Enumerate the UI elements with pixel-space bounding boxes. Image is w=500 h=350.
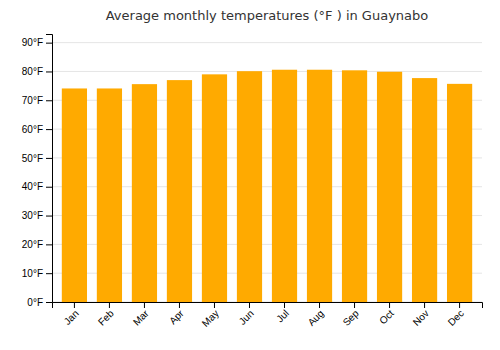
- tick-label: 80°F: [22, 66, 43, 77]
- tick-label: Sep: [341, 307, 362, 328]
- tick: 20°F: [22, 239, 52, 250]
- tick-mark: [284, 302, 285, 308]
- tick-mark: [46, 244, 52, 245]
- bars: [62, 70, 472, 302]
- bar: [132, 84, 157, 302]
- tick-mark: [46, 273, 52, 274]
- grid-line: [52, 71, 482, 72]
- tick-label: 70°F: [22, 95, 43, 106]
- tick: Jan: [62, 302, 81, 327]
- tick: 10°F: [22, 268, 52, 279]
- tick: 50°F: [22, 153, 52, 164]
- bar: [237, 71, 262, 302]
- bar: [377, 72, 402, 302]
- tick-mark: [109, 302, 110, 308]
- tick-mark: [249, 302, 250, 308]
- tick-mark: [424, 302, 425, 308]
- tick-mark: [389, 302, 390, 308]
- tick-mark: [46, 216, 52, 217]
- tick-label: 20°F: [22, 239, 43, 250]
- tick: 60°F: [22, 124, 52, 135]
- tick-label: 50°F: [22, 153, 43, 164]
- tick: Nov: [411, 302, 431, 328]
- bar: [342, 70, 367, 302]
- tick-label: Aug: [306, 308, 326, 328]
- plot: 0°F 10°F 20°F 30°F 40°F 50°F 60°F 70°F 80°F 90°F J…: [22, 35, 483, 329]
- tick-label: Nov: [411, 308, 431, 328]
- axis-line: [46, 35, 53, 303]
- tick-mark: [46, 158, 52, 159]
- tick-label: Oct: [377, 308, 396, 327]
- tick-mark: [179, 302, 180, 308]
- tick-label: Feb: [96, 307, 116, 327]
- tick-mark: [46, 187, 52, 188]
- tick: 30°F: [22, 210, 52, 221]
- tick: May: [200, 302, 221, 329]
- tick-mark: [74, 302, 75, 308]
- tick-label: 40°F: [22, 181, 43, 192]
- tick-label: 60°F: [22, 124, 43, 135]
- tick-label: 10°F: [22, 268, 43, 279]
- bar: [272, 70, 297, 302]
- tick: 90°F: [22, 37, 52, 48]
- chart: 0°F 10°F 20°F 30°F 40°F 50°F 60°F 70°F 80°F 90°F J…: [0, 0, 500, 350]
- tick: Feb: [96, 302, 116, 328]
- bar: [62, 88, 87, 302]
- tick-label: 30°F: [22, 210, 43, 221]
- bar: [447, 84, 472, 302]
- bar: [97, 88, 122, 302]
- tick-mark: [46, 43, 52, 44]
- tick: Oct: [377, 302, 396, 326]
- tick: Dec: [446, 302, 466, 328]
- grid: [52, 43, 482, 302]
- tick-label: Jun: [237, 308, 256, 327]
- title: Average monthly temperatures (°F ) in Gu…: [106, 8, 429, 23]
- tick-mark: [46, 129, 52, 130]
- x-axis: Jan Feb Mar Apr May Jun Jul Aug Sep Oct Nov Dec: [53, 302, 483, 329]
- tick-label: Jan: [62, 308, 81, 327]
- tick: Sep: [341, 302, 362, 328]
- tick-mark: [46, 302, 52, 303]
- tick: Mar: [131, 302, 151, 328]
- tick-mark: [46, 100, 52, 101]
- tick-label: May: [200, 308, 221, 329]
- tick-mark: [459, 302, 460, 308]
- tick: Aug: [306, 302, 326, 328]
- axis-line: [53, 303, 483, 309]
- y-axis: 0°F 10°F 20°F 30°F 40°F 50°F 60°F 70°F 80°F 90°F: [22, 35, 53, 308]
- tick: Jul: [274, 302, 291, 324]
- tick-label: 90°F: [22, 37, 43, 48]
- tick: 0°F: [27, 297, 52, 308]
- tick-label: Mar: [131, 307, 151, 327]
- tick-mark: [319, 302, 320, 308]
- tick-label: Jul: [274, 308, 291, 325]
- tick-label: 0°F: [27, 297, 43, 308]
- bar: [167, 80, 192, 302]
- grid-line: [52, 42, 482, 43]
- tick-label: Dec: [446, 308, 466, 328]
- tick-mark: [144, 302, 145, 308]
- tick-mark: [46, 71, 52, 72]
- bar: [412, 78, 437, 302]
- tick-label: Apr: [167, 307, 186, 326]
- tick: 80°F: [22, 66, 52, 77]
- tick-mark: [354, 302, 355, 308]
- tick: Apr: [167, 302, 186, 326]
- bar: [202, 74, 227, 302]
- tick: 40°F: [22, 181, 52, 192]
- bar: [307, 70, 332, 302]
- tick: Jun: [237, 302, 256, 327]
- tick: 70°F: [22, 95, 52, 106]
- tick-mark: [214, 302, 215, 308]
